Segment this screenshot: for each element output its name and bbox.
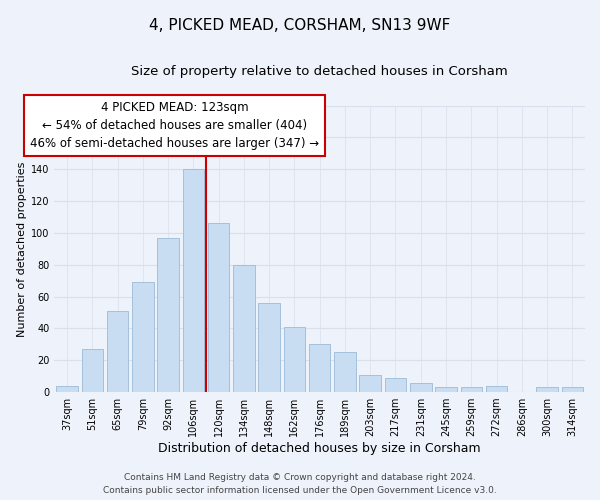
Bar — [208, 224, 229, 392]
Bar — [486, 386, 508, 392]
Bar — [359, 374, 381, 392]
Text: 4, PICKED MEAD, CORSHAM, SN13 9WF: 4, PICKED MEAD, CORSHAM, SN13 9WF — [149, 18, 451, 32]
Bar — [562, 388, 583, 392]
Text: 4 PICKED MEAD: 123sqm
← 54% of detached houses are smaller (404)
46% of semi-det: 4 PICKED MEAD: 123sqm ← 54% of detached … — [30, 101, 319, 150]
Bar — [334, 352, 356, 392]
Text: Contains HM Land Registry data © Crown copyright and database right 2024.
Contai: Contains HM Land Registry data © Crown c… — [103, 473, 497, 495]
Bar — [284, 327, 305, 392]
Bar — [233, 264, 254, 392]
Y-axis label: Number of detached properties: Number of detached properties — [17, 161, 27, 336]
Bar — [435, 388, 457, 392]
Bar — [385, 378, 406, 392]
Bar — [182, 169, 204, 392]
Bar — [157, 238, 179, 392]
Bar — [107, 311, 128, 392]
X-axis label: Distribution of detached houses by size in Corsham: Distribution of detached houses by size … — [158, 442, 481, 455]
Bar — [132, 282, 154, 392]
Bar — [309, 344, 331, 392]
Bar — [56, 386, 78, 392]
Bar — [410, 382, 431, 392]
Bar — [536, 388, 558, 392]
Title: Size of property relative to detached houses in Corsham: Size of property relative to detached ho… — [131, 65, 508, 78]
Bar — [82, 349, 103, 392]
Bar — [259, 303, 280, 392]
Bar — [461, 388, 482, 392]
